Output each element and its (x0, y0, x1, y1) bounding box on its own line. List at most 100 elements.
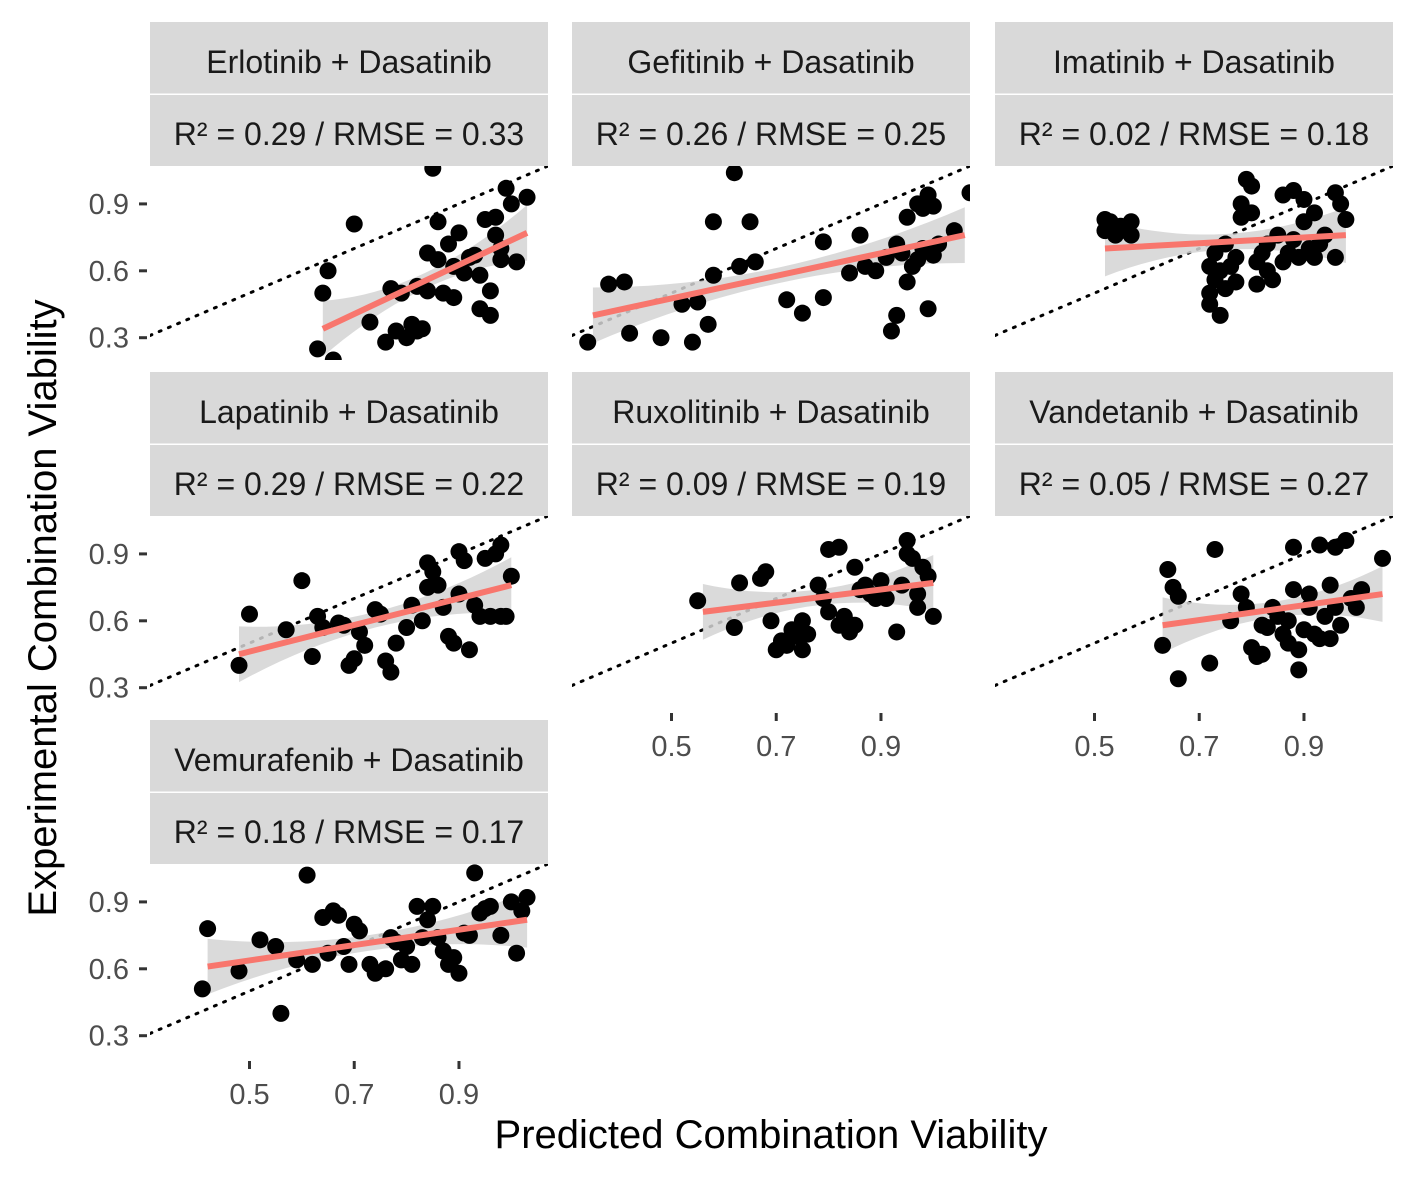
data-point (440, 235, 457, 253)
panel-title: Gefitinib + Dasatinib (627, 44, 914, 80)
panels-layer: Erlotinib + Dasatinib R² = 0.29 / RMSE = … (89, 22, 1393, 1111)
data-point (898, 273, 916, 291)
data-point (1295, 190, 1313, 208)
data-point (330, 906, 348, 924)
data-point (1279, 612, 1297, 630)
identity-reference-line (150, 516, 548, 687)
panel-stat: R² = 0.29 / RMSE = 0.22 (174, 466, 524, 502)
data-point (277, 621, 295, 639)
data-point (350, 922, 368, 940)
data-point (398, 938, 416, 956)
data-point (518, 888, 536, 906)
data-point (293, 572, 311, 590)
data-point (481, 282, 499, 300)
data-point (518, 188, 536, 206)
regression-line (592, 232, 966, 319)
data-point (820, 603, 838, 621)
data-point (340, 955, 358, 973)
x-axis-title: Predicted Combination Viability (495, 1113, 1048, 1157)
data-point (762, 612, 780, 630)
y-tick-label: 0.3 (89, 1021, 129, 1053)
data-point (1337, 211, 1355, 229)
y-tick-label: 0.6 (89, 606, 129, 638)
data-point (799, 625, 817, 643)
data-point (1337, 532, 1355, 550)
data-point (1248, 275, 1266, 293)
regression-line (1104, 232, 1347, 252)
panel-plot-area (150, 166, 548, 360)
data-point (1264, 271, 1282, 289)
data-point (481, 897, 499, 915)
data-point (303, 647, 321, 665)
data-point (309, 340, 327, 358)
data-point (1258, 618, 1276, 636)
data-point (731, 257, 749, 275)
panel-5: Ruxolitinib + Dasatinib R² = 0.09 / RMSE … (572, 372, 970, 763)
data-point (1347, 598, 1365, 616)
data-point (481, 306, 499, 324)
data-point (652, 329, 670, 347)
data-point (746, 253, 764, 271)
panel-title: Ruxolitinib + Dasatinib (612, 394, 930, 430)
data-point (1159, 561, 1177, 579)
data-point (424, 166, 442, 177)
data-point (809, 576, 827, 594)
y-tick-label: 0.9 (89, 887, 129, 919)
data-point (725, 618, 743, 636)
identity-reference-line (150, 166, 548, 337)
y-tick-label: 0.3 (89, 673, 129, 705)
data-point (424, 897, 442, 915)
data-point (924, 197, 942, 215)
panel-1: Erlotinib + Dasatinib R² = 0.29 / RMSE = … (89, 22, 548, 360)
data-point (1232, 585, 1250, 603)
y-axis-title: Experimental Combination Viability (21, 299, 65, 916)
data-point (497, 179, 515, 197)
panel-title: Vemurafenib + Dasatinib (174, 742, 524, 778)
data-point (846, 558, 864, 576)
panel-2: Gefitinib + Dasatinib R² = 0.26 / RMSE = … (572, 22, 970, 351)
panel-7: Vemurafenib + Dasatinib R² = 0.18 / RMSE … (89, 720, 548, 1111)
data-point (1285, 581, 1302, 599)
data-point (898, 532, 916, 550)
data-point (1169, 587, 1187, 605)
data-point (429, 213, 447, 231)
data-point (502, 567, 520, 585)
data-point (731, 574, 749, 592)
data-point (445, 949, 463, 967)
data-point (199, 920, 217, 938)
panel-title: Lapatinib + Dasatinib (199, 394, 499, 430)
data-point (298, 866, 316, 884)
panel-strip-title-bg (150, 372, 548, 444)
panel-strip-stat-bg (150, 445, 548, 516)
data-point (272, 1004, 290, 1022)
data-point (398, 618, 416, 636)
data-point (1326, 248, 1344, 266)
data-point (872, 572, 890, 590)
data-point (1227, 248, 1245, 266)
data-point (361, 313, 379, 331)
data-point (429, 251, 447, 269)
data-point (356, 636, 374, 654)
data-point (924, 607, 942, 625)
data-point (909, 598, 927, 616)
data-point (778, 291, 796, 309)
panel-strip-title-bg (150, 22, 548, 94)
data-point (466, 864, 484, 882)
regression-line (702, 579, 934, 615)
data-point (1201, 295, 1219, 313)
panel-stat: R² = 0.29 / RMSE = 0.33 (174, 116, 524, 152)
y-tick-label: 0.9 (89, 189, 129, 221)
data-point (345, 215, 363, 233)
data-point (1290, 661, 1308, 679)
data-point (408, 897, 426, 915)
regression-line (207, 916, 528, 970)
data-point (377, 333, 395, 351)
data-point (382, 663, 400, 681)
data-point (841, 264, 859, 282)
panel-strip-title-bg (572, 22, 970, 94)
data-point (450, 224, 468, 242)
data-point (508, 253, 526, 271)
data-point (460, 641, 478, 659)
data-point (689, 592, 707, 610)
panel-3: Imatinib + Dasatinib R² = 0.02 / RMSE = 0… (995, 22, 1393, 337)
